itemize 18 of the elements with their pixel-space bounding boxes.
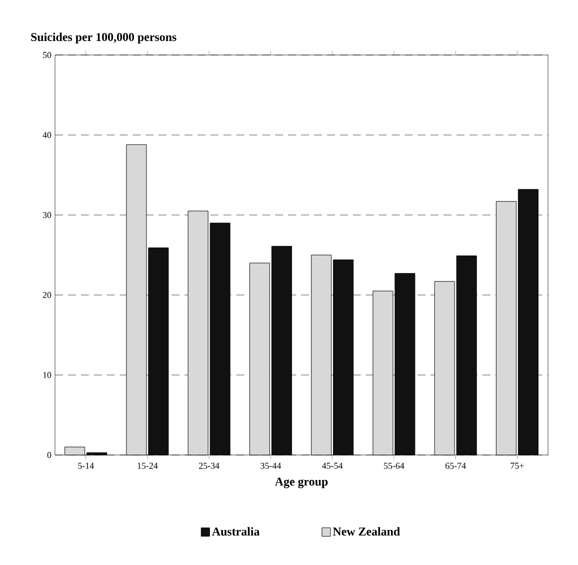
x-tick-label: 45-54	[322, 462, 343, 469]
y-tick-label: 30	[42, 212, 52, 218]
y-tick-label: 20	[42, 292, 52, 298]
x-tick-label: 65-74	[446, 462, 466, 469]
x-axis-title: Age group	[274, 478, 328, 488]
x-tick-label: 25-34	[198, 462, 220, 469]
x-tick-label: 35-44	[260, 462, 282, 469]
y-axis-title: Suicides per 100,000 persons	[31, 32, 176, 44]
y-tick-label: 50	[43, 52, 52, 58]
y-tick-label: 10	[43, 372, 52, 378]
legend-label: New Zealand	[332, 527, 400, 536]
x-tick-label: 55-64	[384, 462, 404, 469]
y-tick-label: 40	[42, 132, 52, 138]
x-tick-label: 5-14	[78, 462, 94, 469]
x-tick-label: 15-24	[138, 462, 158, 469]
legend-label: Australia	[212, 527, 260, 536]
y-tick-label: 0	[47, 452, 52, 458]
x-tick-label: 75+	[510, 462, 524, 469]
